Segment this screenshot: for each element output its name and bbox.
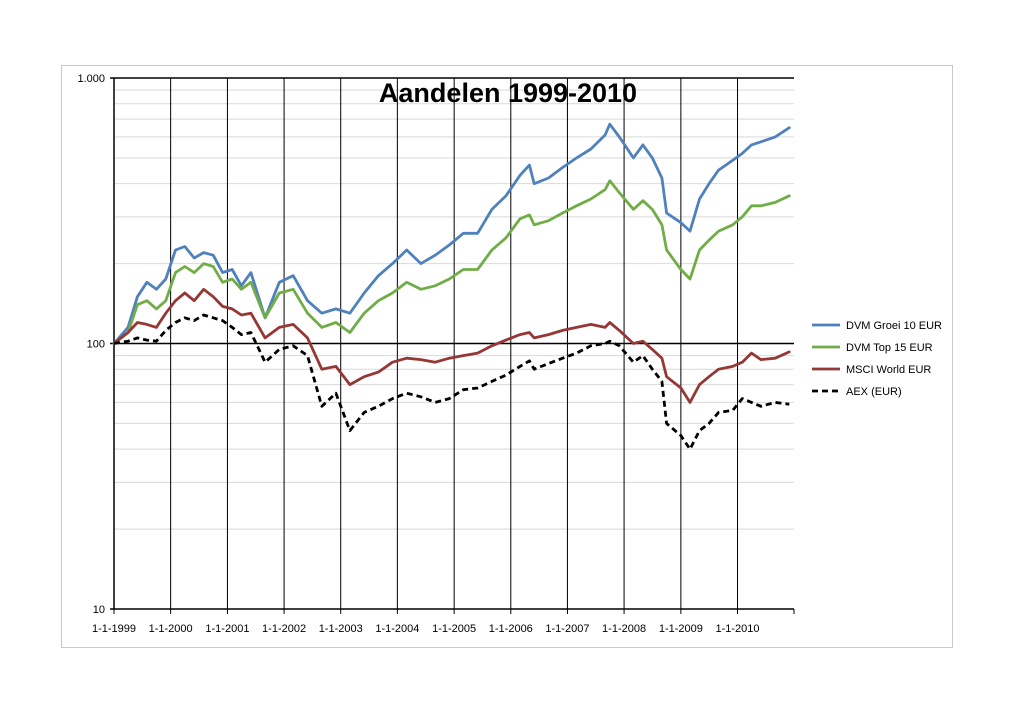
legend-label: DVM Top 15 EUR	[846, 342, 933, 354]
chart-title: Aandelen 1999-2010	[379, 78, 637, 108]
legend-label: DVM Groei 10 EUR	[846, 320, 942, 332]
x-tick-label: 1-1-2005	[432, 623, 476, 635]
x-tick-label: 1-1-2003	[319, 623, 363, 635]
series-line-dvm-top-15-eur	[112, 179, 791, 345]
legend-label: AEX (EUR)	[846, 386, 902, 398]
series-layer	[112, 122, 791, 451]
series-line-dvm-groei-10-eur	[112, 122, 791, 345]
x-tick-label: 1-1-2009	[659, 623, 703, 635]
legend-label: MSCI World EUR	[846, 364, 931, 376]
x-tick-label: 1-1-2010	[715, 623, 759, 635]
x-tick-label: 1-1-2004	[375, 623, 419, 635]
x-tick-label: 1-1-2008	[602, 623, 646, 635]
x-tick-label: 1-1-2007	[545, 623, 589, 635]
x-tick-label: 1-1-2006	[489, 623, 533, 635]
x-tick-label: 1-1-1999	[92, 623, 136, 635]
x-tick-label: 1-1-2001	[205, 623, 249, 635]
x-tick-label: 1-1-2002	[262, 623, 306, 635]
series-line-msci-world-eur	[112, 287, 791, 404]
x-tick-label: 1-1-2000	[149, 623, 193, 635]
y-tick-label: 100	[87, 339, 105, 351]
y-tick-label: 10	[93, 604, 105, 616]
series-line-aex-eur	[113, 313, 790, 451]
axis-layer: 10 100 1.000 1-1-1999 1-1-2000 1-1-2001 1-1-20…	[77, 73, 795, 635]
legend: DVM Groei 10 EUR DVM Top 15 EUR MSCI World…	[812, 320, 942, 398]
chart-frame	[61, 65, 953, 648]
y-tick-label: 1.000	[77, 73, 105, 85]
